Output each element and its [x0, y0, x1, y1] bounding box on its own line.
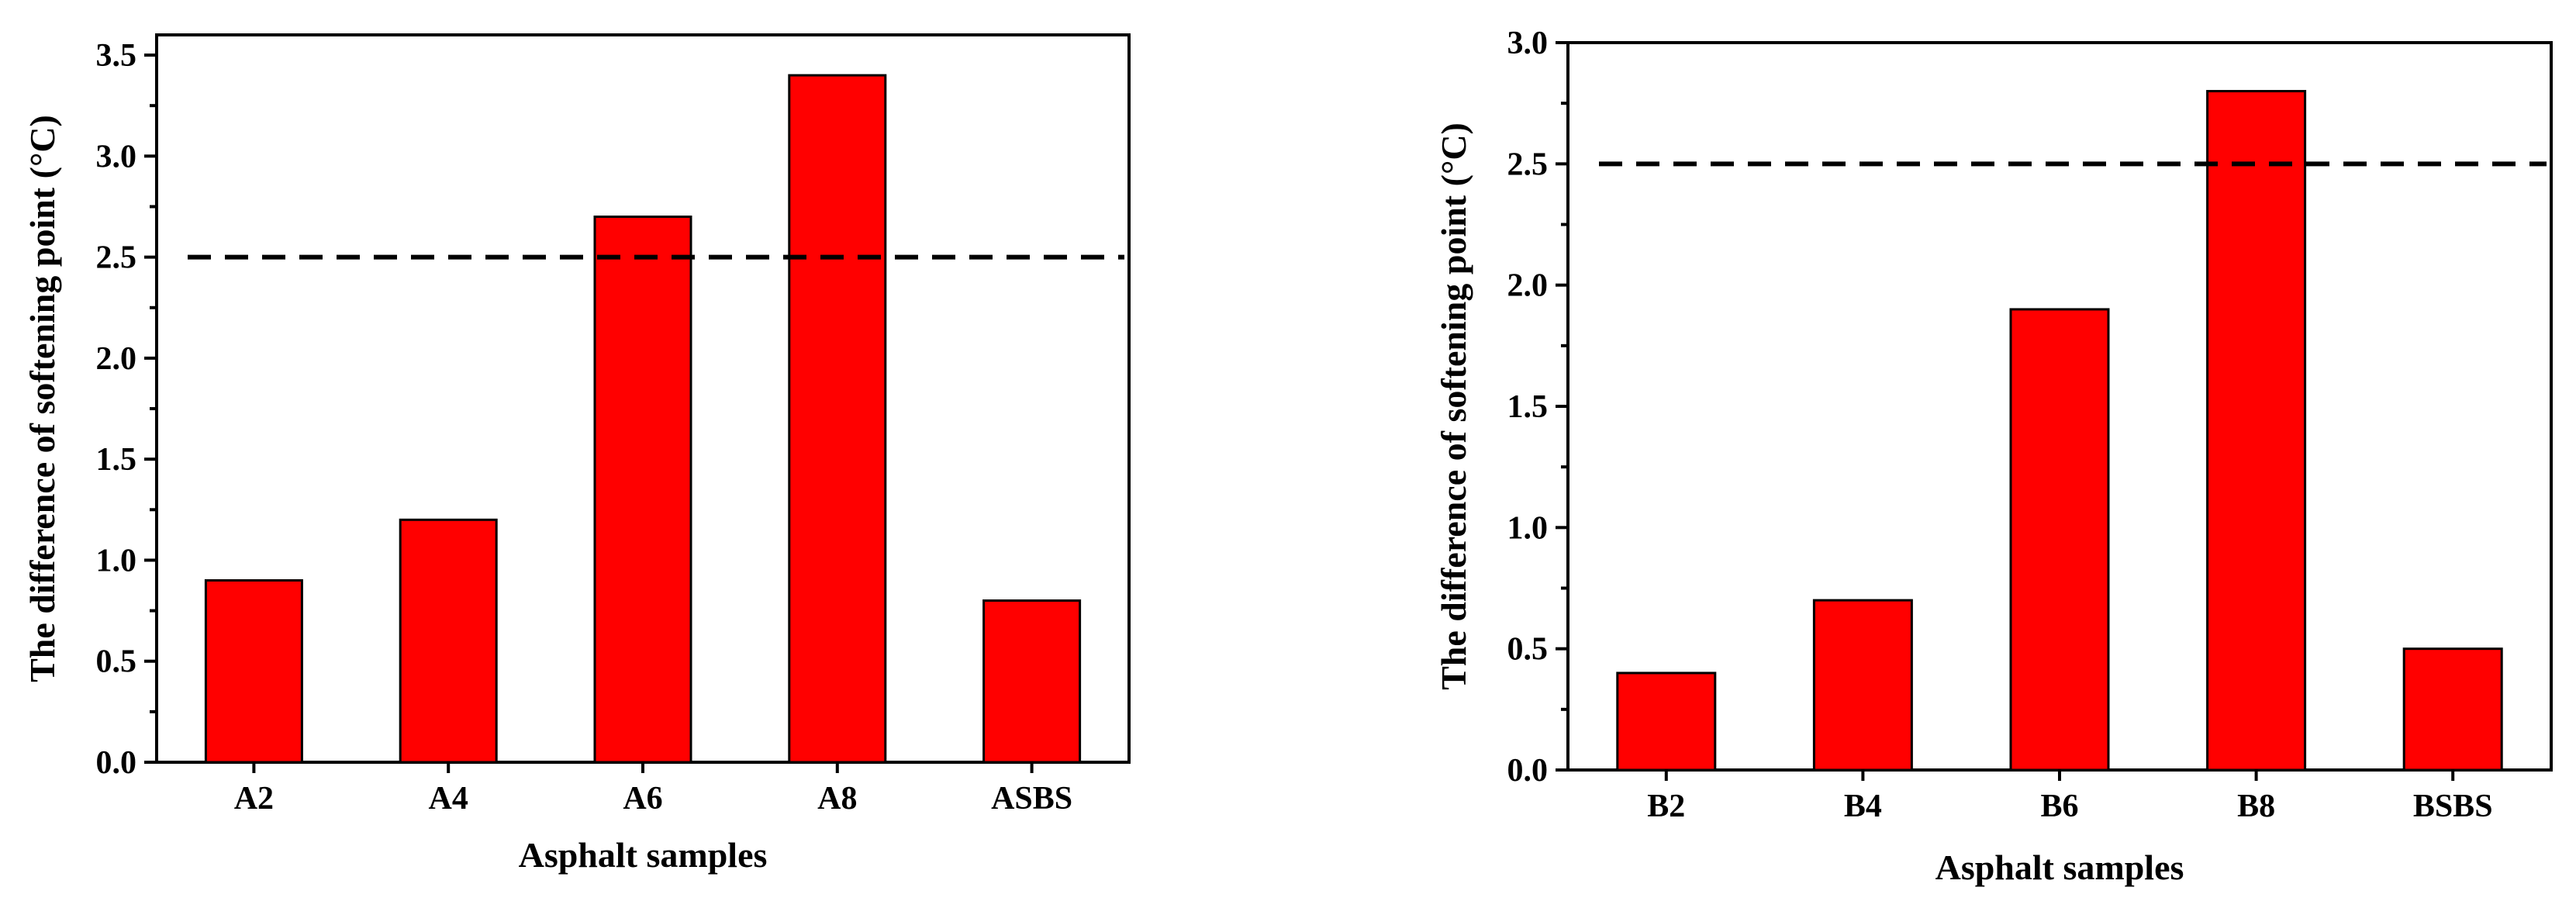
y-tick-label: 1.0	[1507, 510, 1549, 546]
chart-left: 0.0 0.5 1.0 1.5 2.0 2.5 3.0 3.5 A2 A4 A6 A8 ASBS As…	[22, 33, 1131, 875]
y-tick-label: 2.0	[96, 341, 137, 377]
y-axis-title-left: The difference of softening point (°C)	[22, 115, 62, 682]
y-tick-label: 2.5	[96, 240, 137, 276]
y-tick-label: 0.5	[1507, 632, 1549, 668]
y-tick-label: 2.0	[1507, 268, 1549, 304]
x-tick-label: BSBS	[2413, 789, 2493, 824]
x-tick-label: B8	[2237, 789, 2275, 824]
x-tick-label: B4	[1844, 789, 1882, 824]
y-tick-label: 1.5	[1507, 389, 1549, 425]
x-ticks-left: A2 A4 A6 A8 ASBS	[234, 762, 1072, 817]
bar-a6	[593, 216, 692, 764]
y-tick-label: 0.0	[96, 745, 137, 781]
y-tick-label: 2.5	[1507, 147, 1549, 182]
bar-b8	[2206, 90, 2307, 772]
y-tick-label: 3.0	[96, 139, 137, 174]
x-tick-label: A2	[234, 781, 274, 817]
y-tick-label: 3.0	[1507, 26, 1549, 61]
bars-left	[204, 74, 1082, 764]
y-tick-label: 1.0	[96, 543, 137, 578]
y-tick-label: 0.5	[96, 644, 137, 680]
y-tick-label: 0.0	[1507, 753, 1549, 789]
x-tick-label: ASBS	[991, 781, 1072, 817]
x-tick-label: B2	[1647, 789, 1685, 824]
x-axis-title-right: Asphalt samples	[1935, 848, 2184, 887]
y-ticks-right: 0.0 0.5 1.0 1.5 2.0 2.5 3.0	[1507, 26, 1568, 789]
bar-bsbs	[2402, 647, 2503, 772]
y-tick-label: 1.5	[96, 442, 137, 478]
y-ticks-left: 0.0 0.5 1.0 1.5 2.0 2.5 3.0 3.5	[96, 38, 157, 781]
chart-right: 0.0 0.5 1.0 1.5 2.0 2.5 3.0 B2 B4 B6 B8 BSBS Aspha…	[1434, 26, 2553, 887]
bar-a8	[788, 74, 887, 764]
bar-b6	[2009, 308, 2110, 772]
x-tick-label: A6	[623, 781, 662, 817]
y-axis-title-right: The difference of softening point (°C)	[1434, 123, 1473, 690]
bars-right	[1616, 90, 2503, 772]
x-tick-label: A8	[817, 781, 857, 817]
bar-b2	[1616, 672, 1717, 772]
x-ticks-right: B2 B4 B6 B8 BSBS	[1647, 770, 2493, 824]
x-tick-label: A4	[429, 781, 468, 817]
bar-b4	[1812, 599, 1913, 772]
bar-a2	[204, 579, 303, 764]
x-tick-label: B6	[2040, 789, 2078, 824]
bar-a4	[399, 518, 498, 764]
x-axis-title-left: Asphalt samples	[519, 835, 768, 875]
bar-asbs	[982, 599, 1082, 764]
y-tick-label: 3.5	[96, 38, 137, 74]
